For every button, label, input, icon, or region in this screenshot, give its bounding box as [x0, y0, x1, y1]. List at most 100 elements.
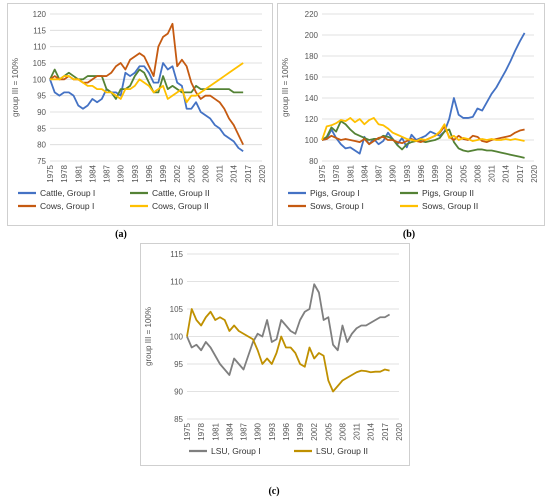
- x-tick-label: 2008: [473, 164, 482, 182]
- x-tick-label: 1981: [211, 422, 220, 440]
- x-tick-label: 2017: [244, 164, 253, 182]
- legend-label: Sows, Group II: [422, 201, 478, 211]
- legend-label: Cattle, Group I: [40, 188, 95, 198]
- series-line-3: [321, 125, 525, 146]
- x-tick-label: 2002: [310, 422, 319, 440]
- y-tick-label: 110: [33, 43, 46, 52]
- x-tick-label: 2020: [395, 422, 404, 440]
- x-tick-label: 2011: [353, 422, 362, 440]
- x-tick-label: 1996: [417, 164, 426, 182]
- legend-label: Cows, Group II: [152, 201, 209, 211]
- x-tick-label: 1996: [145, 164, 154, 182]
- x-tick-label: 2005: [324, 422, 333, 440]
- x-tick-label: 1990: [254, 422, 263, 440]
- y-tick-label: 120: [305, 115, 319, 124]
- y-tick-label: 110: [170, 278, 183, 287]
- x-tick-label: 2005: [187, 164, 196, 182]
- caption-a: (a): [115, 229, 127, 240]
- x-tick-label: 1981: [74, 164, 83, 182]
- x-tick-label: 2020: [258, 164, 267, 182]
- series-line-2: [49, 68, 244, 100]
- x-tick-label: 1999: [159, 164, 168, 182]
- legend-label: Sows, Group I: [310, 201, 364, 211]
- chart-panel-b: 80 100 120 140 160 180 200 220 1975 1978 1981 1984 1…: [277, 3, 545, 226]
- chart-panel-c: 85 90 95 100 105 110 115 1975 1978 1981 1984 1987 19…: [140, 243, 410, 466]
- y-tick-label: 90: [37, 108, 46, 117]
- legend-label: Cows, Group I: [40, 201, 94, 211]
- caption-c: (c): [268, 486, 280, 497]
- x-tick-label: 1999: [296, 422, 305, 440]
- x-tick-label: 1978: [60, 164, 69, 182]
- x-tick-label: 1984: [225, 422, 234, 440]
- x-tick-label: 1975: [183, 422, 192, 440]
- y-tick-label: 75: [37, 157, 46, 166]
- x-tick-label: 1996: [282, 422, 291, 440]
- x-tick-label: 2011: [216, 164, 225, 182]
- y-tick-label: 85: [174, 415, 183, 424]
- legend-label: LSU, Group I: [211, 446, 261, 456]
- y-tick-label: 90: [174, 388, 183, 397]
- x-tick-label: 2011: [488, 164, 497, 182]
- x-tick-label: 1993: [268, 422, 277, 440]
- y-tick-label: 115: [33, 26, 46, 35]
- x-tick-label: 2017: [381, 422, 390, 440]
- x-tick-label: 1975: [318, 164, 327, 182]
- chart-a-svg: 75 80 85 90 95 100 105 110 115 120 1975 1978 1981 198…: [11, 10, 267, 211]
- x-tick-label: 2014: [367, 422, 376, 440]
- x-tick-label: 2005: [459, 164, 468, 182]
- x-tick-label: 1978: [197, 422, 206, 440]
- y-axis-label: group III = 100%: [144, 307, 153, 366]
- y-tick-label: 100: [170, 333, 184, 342]
- chart-b-svg: 80 100 120 140 160 180 200 220 1975 1978 1981 1984 1…: [281, 10, 539, 211]
- series-line-1: [49, 62, 244, 152]
- x-tick-label: 1990: [389, 164, 398, 182]
- x-tick-label: 2002: [173, 164, 182, 182]
- y-tick-label: 105: [170, 305, 184, 314]
- y-tick-label: 100: [33, 75, 47, 84]
- x-tick-label: 1975: [46, 164, 55, 182]
- legend-label: Cattle, Group II: [152, 188, 210, 198]
- y-tick-label: 85: [37, 124, 46, 133]
- x-tick-label: 1993: [403, 164, 412, 182]
- y-tick-label: 180: [305, 52, 319, 61]
- x-tick-label: 1984: [360, 164, 369, 182]
- chart-c-svg: 85 90 95 100 105 110 115 1975 1978 1981 1984 1987 19…: [144, 250, 404, 456]
- series-line-2: [186, 308, 390, 393]
- y-tick-label: 120: [33, 10, 47, 19]
- y-tick-label: 80: [37, 141, 46, 150]
- x-tick-label: 1987: [103, 164, 112, 182]
- x-tick-label: 1990: [117, 164, 126, 182]
- legend-label: Pigs, Group I: [310, 188, 360, 198]
- x-tick-label: 2008: [338, 422, 347, 440]
- y-tick-label: 100: [305, 136, 319, 145]
- caption-b: (b): [402, 229, 416, 240]
- x-tick-label: 1984: [88, 164, 97, 182]
- x-tick-label: 1978: [332, 164, 341, 182]
- x-tick-label: 1987: [375, 164, 384, 182]
- y-tick-label: 95: [174, 360, 183, 369]
- legend-label: LSU, Group II: [316, 446, 368, 456]
- chart-panel-a: 75 80 85 90 95 100 105 110 115 120 1975 1978 1981 198…: [7, 3, 273, 226]
- y-tick-label: 200: [305, 31, 319, 40]
- y-tick-label: 140: [305, 94, 319, 103]
- x-tick-label: 2008: [201, 164, 210, 182]
- series-line-1: [186, 283, 391, 376]
- x-tick-label: 2014: [502, 164, 511, 182]
- y-tick-label: 160: [305, 73, 319, 82]
- x-tick-label: 2002: [445, 164, 454, 182]
- series-line-1: [321, 32, 526, 155]
- series-line-4: [50, 62, 244, 104]
- x-tick-label: 1981: [346, 164, 355, 182]
- y-tick-label: 105: [33, 59, 47, 68]
- x-tick-label: 2014: [230, 164, 239, 182]
- y-tick-label: 95: [37, 92, 46, 101]
- x-tick-label: 2020: [530, 164, 539, 182]
- y-axis-label: group III = 100%: [11, 58, 20, 117]
- x-tick-label: 1987: [240, 422, 249, 440]
- x-tick-label: 2017: [516, 164, 525, 182]
- series-line-4: [321, 117, 525, 142]
- legend-label: Pigs, Group II: [422, 188, 474, 198]
- y-axis-label: group III = 100%: [281, 58, 290, 117]
- x-tick-label: 1993: [131, 164, 140, 182]
- x-tick-label: 1999: [431, 164, 440, 182]
